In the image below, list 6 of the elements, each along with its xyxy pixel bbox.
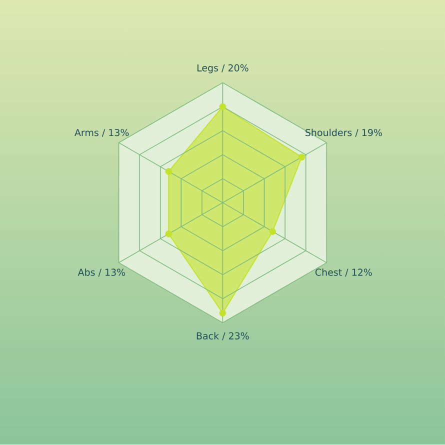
spoke-label: Back / 23% (196, 332, 249, 340)
spoke-label: Abs / 13% (78, 268, 126, 277)
spoke-label: Arms / 13% (74, 128, 129, 137)
spoke-label: Shoulders / 19% (306, 128, 382, 137)
spoke-label: Chest / 12% (315, 268, 372, 277)
spoke-label: Legs / 20% (197, 64, 248, 74)
